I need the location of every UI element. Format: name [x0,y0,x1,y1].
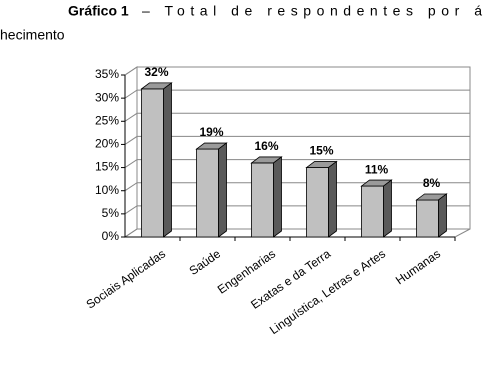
bar-side [163,82,172,238]
bar [361,185,384,238]
x-tick-label: Sociais Aplicadas [84,247,169,312]
y-tick-label: 5% [102,206,120,220]
caption-title: – Total de respondentes por á [142,3,482,19]
data-label: 8% [423,176,441,190]
data-label: 15% [309,144,333,158]
bar [196,148,219,238]
data-label: 32% [144,65,168,79]
grid-line [124,112,470,122]
grid-line [124,228,470,238]
y-tick-label: 35% [95,67,119,81]
data-label: 11% [365,162,389,176]
grid-line [124,89,470,99]
y-tick-label: 10% [95,183,119,197]
bar [251,162,274,238]
y-tick-label: 15% [95,160,119,174]
bar [306,167,329,238]
grid-line [124,205,470,215]
bar-side [383,179,392,238]
bar-side [218,142,227,238]
bar [416,199,439,238]
bar [141,88,164,238]
bar-side [328,160,337,238]
data-label: 19% [199,125,223,139]
bar-side [273,156,282,238]
caption-label: Gráfico 1 [68,3,129,19]
grid-line [124,159,470,168]
side-wall [124,66,138,238]
y-tick-label: 0% [102,229,120,243]
x-tick-label: Saúde [187,246,224,278]
grid-line [124,66,470,76]
y-tick-label: 30% [95,90,119,104]
caption-title-cont: hecimento [0,27,65,43]
grid-line [124,182,470,192]
data-label: 16% [254,139,278,153]
y-tick-label: 25% [95,113,119,127]
grid-line [124,135,470,145]
bar-side [438,193,447,238]
x-tick-label: Humanas [393,247,443,288]
y-tick-label: 20% [95,137,119,151]
